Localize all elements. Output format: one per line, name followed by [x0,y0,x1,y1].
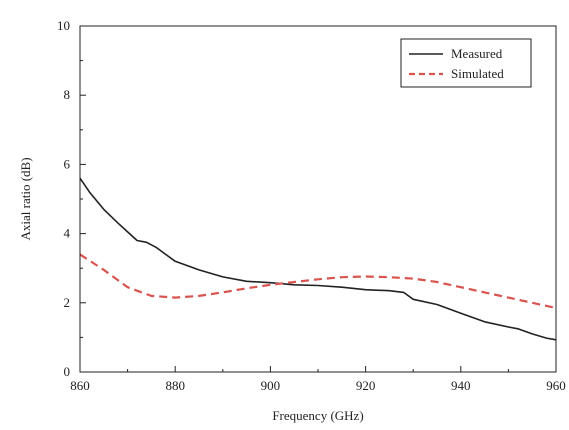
y-tick-label: 10 [57,18,70,33]
plot-frame [79,25,557,373]
x-tick-label: 900 [261,378,281,393]
y-tick-label: 6 [64,156,71,171]
tick-labels: 860 880 900 920 940 960 0 2 4 6 8 10 [57,18,566,393]
y-tick-label: 8 [64,87,71,102]
series-line-simulated [79,253,557,310]
legend: Measured Simulated [400,38,532,88]
x-tick-label: 920 [356,378,376,393]
y-tick-label: 0 [64,364,71,379]
x-axis-title: Frequency (GHz) [272,408,363,423]
y-tick-label: 4 [64,226,71,241]
x-tick-label: 860 [70,378,90,393]
legend-label-measured: Measured [451,46,503,61]
legend-box [400,38,532,88]
y-axis-title: Axial ratio (dB) [18,157,33,240]
x-tick-label: 880 [165,378,185,393]
x-tick-label: 940 [451,378,471,393]
y-tick-label: 2 [64,295,71,310]
series-line-measured [79,177,557,341]
x-tick-label: 960 [546,378,566,393]
series-layer [79,177,557,341]
legend-label-simulated: Simulated [451,66,504,81]
